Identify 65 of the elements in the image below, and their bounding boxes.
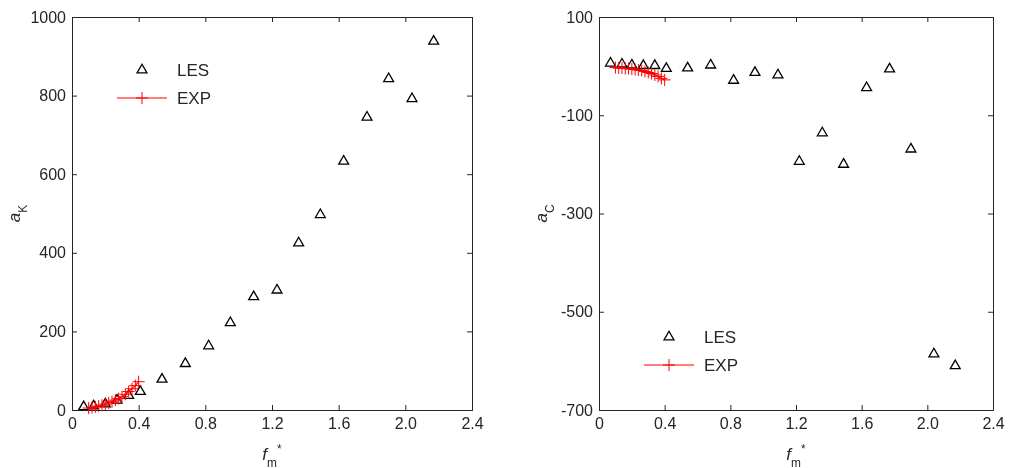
x-tick-label: 1.2: [785, 415, 808, 433]
x-tick-label: 2.0: [916, 415, 940, 433]
y-tick-label: -300: [560, 205, 594, 223]
point: [383, 72, 395, 83]
point: [78, 400, 90, 411]
y-tick-label: -500: [560, 303, 594, 321]
x-tick-label: 1.6: [851, 415, 874, 433]
x-tick-label: 1.6: [328, 415, 351, 433]
point: [772, 68, 784, 79]
y-tick-label: 100: [566, 8, 594, 26]
point: [248, 290, 260, 301]
point: [428, 35, 440, 45]
y-tick-label: -100: [560, 106, 594, 124]
point: [861, 81, 873, 92]
legend-label: LES: [177, 61, 210, 80]
point: [156, 372, 168, 383]
point: [883, 62, 896, 73]
point: [949, 359, 961, 370]
point: [793, 155, 805, 165]
point: [88, 399, 100, 410]
x-tick-label: 1.2: [261, 415, 284, 433]
point: [838, 158, 850, 168]
point: [293, 236, 305, 247]
point: [749, 66, 761, 77]
x-tick-label: 0: [595, 415, 605, 433]
x-tick-label: 0: [68, 415, 78, 433]
y-tick-label: 0: [57, 401, 67, 419]
x-tick-label: 0.4: [128, 415, 151, 433]
y-tick-label: 200: [39, 323, 67, 341]
point: [271, 283, 283, 294]
point: [905, 142, 917, 153]
point: [314, 208, 326, 219]
legend-label: LES: [704, 328, 737, 347]
point: [682, 61, 694, 72]
x-tick-label: 0.8: [719, 415, 743, 433]
point: [928, 347, 940, 358]
point: [637, 59, 649, 70]
y-tick-label: 600: [39, 165, 67, 183]
y-tick-label: 800: [39, 87, 67, 105]
point: [649, 59, 661, 70]
point: [361, 110, 373, 121]
x-tick-label: 0.8: [194, 415, 218, 433]
point: [604, 56, 617, 67]
y-tick-label: 400: [39, 244, 67, 262]
y-tick-label: -700: [560, 401, 594, 419]
point: [626, 58, 638, 69]
point: [224, 316, 236, 327]
point: [132, 375, 146, 389]
x-tick-label: 2.0: [394, 415, 418, 433]
legend-label: EXP: [177, 89, 212, 108]
x-tick-label: 0.4: [654, 415, 677, 433]
x-tick-label: 2.4: [982, 415, 1005, 433]
legend-label: EXP: [704, 356, 739, 375]
point: [616, 57, 628, 68]
point: [203, 339, 215, 350]
point: [179, 357, 191, 368]
point: [134, 385, 146, 396]
point: [816, 126, 828, 137]
y-tick-label: 1000: [30, 8, 67, 26]
point: [705, 58, 717, 69]
x-tick-label: 2.4: [461, 415, 484, 433]
point: [338, 154, 350, 165]
point: [406, 92, 418, 103]
point: [660, 62, 672, 73]
point: [728, 74, 740, 84]
